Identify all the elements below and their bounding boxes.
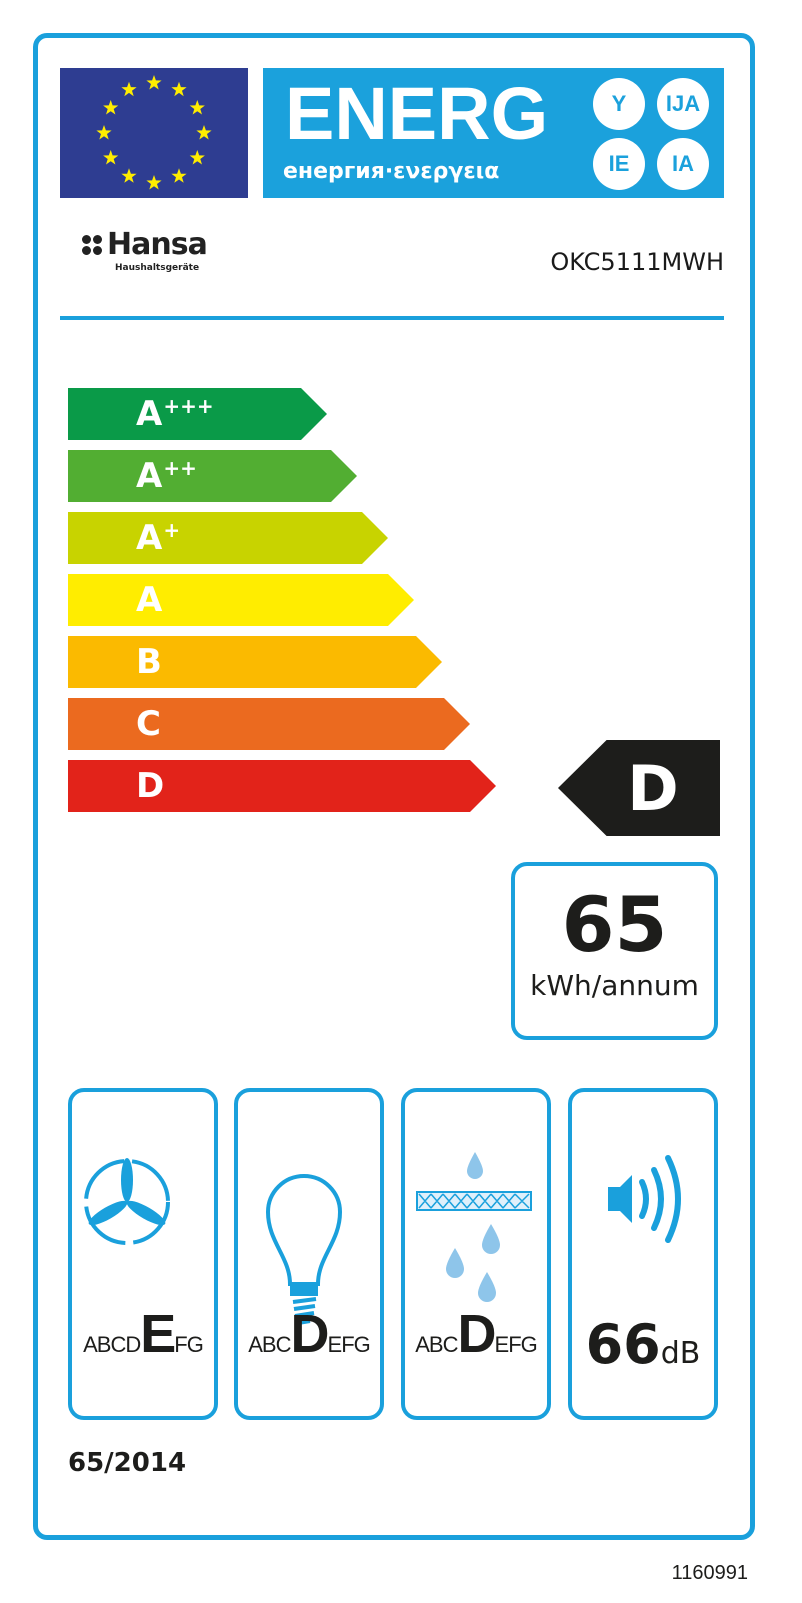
supplier-logo: Hansa Haushaltsgeräte <box>82 227 208 274</box>
selected-class-letter: E <box>140 1304 176 1364</box>
suffix-circle: IE <box>593 138 645 190</box>
energy-class-bar: A ++ <box>68 450 357 502</box>
fan-icon <box>84 1158 170 1245</box>
noise-value: 66 <box>585 1313 661 1376</box>
consumption-box: 65 kWh/annum <box>511 862 718 1040</box>
scale-letter: B <box>261 1332 277 1357</box>
supplier-tagline: Haushaltsgeräte <box>115 263 200 273</box>
consumption-unit: kWh/annum <box>530 969 699 1002</box>
eu-flag-icon <box>60 68 248 198</box>
scale-letter: A <box>83 1332 98 1357</box>
fluid-dynamic-efficiency-box: ABCDEFG <box>68 1088 218 1420</box>
energy-class-bar: B <box>68 636 442 688</box>
class-plus: ++ <box>163 456 197 480</box>
suffix-circle: IJA <box>657 78 709 130</box>
consumption-value: 65 <box>561 880 668 969</box>
selected-class-letter: D <box>457 1304 497 1364</box>
divider <box>60 316 724 320</box>
star-icon <box>171 168 187 183</box>
star-icon <box>189 100 205 115</box>
regulation-number: 65/2014 <box>68 1448 187 1478</box>
class-letter: D <box>136 766 165 806</box>
class-letter: C <box>136 704 161 744</box>
selected-class-letter: D <box>290 1304 330 1364</box>
scale-letter: D <box>125 1332 141 1357</box>
scale-letter: G <box>186 1332 204 1357</box>
star-icon <box>171 81 187 97</box>
class-letter: A <box>136 518 163 558</box>
scale-letter: C <box>442 1332 459 1357</box>
energy-class-bar: A +++ <box>68 388 327 440</box>
class-letter: B <box>136 642 162 682</box>
scale-letter: C <box>275 1332 292 1357</box>
noise-box: 66dB <box>568 1088 718 1420</box>
grease-filter-icon <box>416 1152 532 1302</box>
scale-letter: G <box>520 1332 538 1357</box>
energy-subtitle: енергия·ενεργεια <box>283 159 500 184</box>
star-icon <box>121 81 137 97</box>
scale-letter: B <box>428 1332 444 1357</box>
energy-class-bar: D <box>68 760 496 812</box>
scale-letter: F <box>174 1332 187 1357</box>
noise-unit: dB <box>660 1336 701 1371</box>
grease-filter-scale: ABCDEFG <box>407 1303 545 1376</box>
class-plus: + <box>163 518 181 542</box>
suffix-circle: Y <box>593 78 645 130</box>
star-icon <box>196 125 212 140</box>
star-icon <box>121 168 137 183</box>
class-letter: A <box>136 456 163 496</box>
suffix-circle: IA <box>657 138 709 190</box>
scale-letter: E <box>494 1332 510 1357</box>
light-bulb-icon <box>265 1174 343 1325</box>
class-letter: A <box>136 580 163 620</box>
class-letter: A <box>136 394 163 434</box>
energy-class-bar: A + <box>68 512 388 564</box>
scale-letter: G <box>353 1332 371 1357</box>
scale-letter: F <box>341 1332 354 1357</box>
energy-class-bar: A <box>68 574 414 626</box>
grease-filtering-efficiency-box: ABCDEFG <box>401 1088 551 1420</box>
star-icon <box>103 150 119 165</box>
energy-class-bar: C <box>68 698 470 750</box>
scale-letter: C <box>110 1332 126 1357</box>
lighting-efficiency-box: ABCDEFG <box>234 1088 384 1420</box>
label-frame <box>33 33 755 1540</box>
lighting-scale: ABCDEFG <box>240 1303 378 1376</box>
supplier-name: Hansa <box>107 227 208 262</box>
star-icon <box>146 175 162 190</box>
scale-letter: A <box>248 1332 263 1357</box>
model-number: OKC5111MWH <box>550 248 724 276</box>
star-icon <box>103 100 119 115</box>
scale-letter: A <box>415 1332 430 1357</box>
noise-level: 66dB <box>572 1313 714 1376</box>
logo-dots-icon <box>82 235 102 255</box>
label-code: 1160991 <box>671 1562 748 1584</box>
star-icon <box>189 150 205 165</box>
scale-letter: B <box>96 1332 112 1357</box>
energy-banner: ENERG енергия·ενεργεια Y IJA IE IA <box>263 68 724 198</box>
fluid-dynamic-scale: ABCDEFG <box>74 1303 212 1376</box>
scale-letter: E <box>327 1332 343 1357</box>
star-icon <box>96 125 112 140</box>
speaker-noise-icon <box>608 1155 681 1243</box>
star-icon <box>146 75 162 90</box>
energy-word: ENERG <box>285 72 549 155</box>
class-plus: +++ <box>163 394 214 418</box>
scale-letter: F <box>508 1332 521 1357</box>
